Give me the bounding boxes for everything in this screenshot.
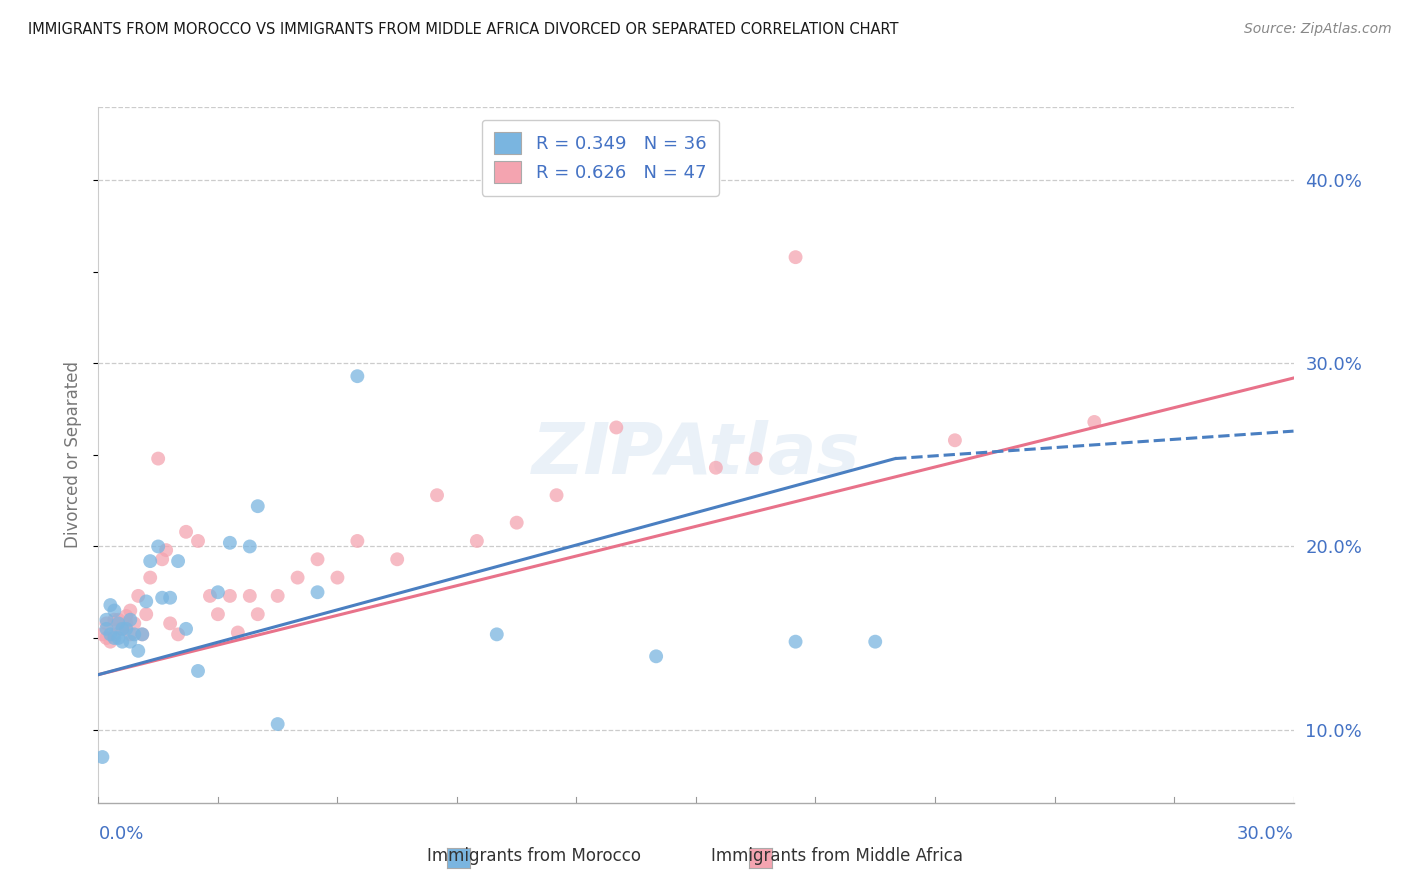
Point	[943, 434, 966, 448]
Point	[127, 644, 149, 658]
Point	[159, 616, 181, 631]
Point	[159, 591, 181, 605]
Point	[139, 554, 162, 568]
Point	[96, 622, 118, 636]
Point	[226, 625, 249, 640]
Point	[115, 622, 138, 636]
Point	[139, 571, 162, 585]
Text: IMMIGRANTS FROM MOROCCO VS IMMIGRANTS FROM MIDDLE AFRICA DIVORCED OR SEPARATED C: IMMIGRANTS FROM MOROCCO VS IMMIGRANTS FR…	[28, 22, 898, 37]
Point	[100, 598, 122, 612]
Legend: R = 0.349   N = 36, R = 0.626   N = 47: R = 0.349 N = 36, R = 0.626 N = 47	[482, 120, 718, 196]
Point	[645, 649, 668, 664]
Point	[115, 616, 138, 631]
Point	[120, 634, 142, 648]
Point	[267, 717, 290, 731]
Point	[115, 609, 138, 624]
Point	[267, 589, 290, 603]
Text: 30.0%: 30.0%	[1237, 825, 1294, 843]
Point	[307, 552, 329, 566]
Point	[307, 585, 329, 599]
Point	[107, 613, 129, 627]
Point	[135, 594, 157, 608]
Point	[107, 631, 129, 645]
Point	[1083, 415, 1105, 429]
Text: Immigrants from Middle Africa: Immigrants from Middle Africa	[710, 847, 963, 865]
Point	[155, 543, 177, 558]
Point	[107, 622, 129, 636]
Point	[91, 750, 114, 764]
Point	[187, 533, 209, 548]
Point	[100, 627, 122, 641]
Point	[150, 552, 173, 566]
Text: Source: ZipAtlas.com: Source: ZipAtlas.com	[1244, 22, 1392, 37]
Point	[346, 369, 368, 384]
Point	[131, 627, 153, 641]
Point	[465, 533, 488, 548]
Point	[506, 516, 529, 530]
Text: ZIPAtlas: ZIPAtlas	[531, 420, 860, 490]
Point	[167, 554, 190, 568]
Point	[198, 589, 221, 603]
Point	[605, 420, 627, 434]
Point	[239, 540, 262, 554]
Point	[120, 613, 142, 627]
Point	[131, 627, 153, 641]
Point	[174, 524, 197, 539]
Point	[124, 627, 146, 641]
Point	[107, 616, 129, 631]
Point	[135, 607, 157, 622]
Point	[287, 571, 309, 585]
Point	[103, 603, 125, 617]
Point	[785, 634, 807, 648]
Point	[111, 622, 134, 636]
Point	[219, 589, 242, 603]
Point	[207, 585, 229, 599]
Point	[785, 250, 807, 264]
Point	[103, 631, 125, 645]
Point	[103, 627, 125, 641]
Point	[111, 634, 134, 648]
Point	[546, 488, 568, 502]
Point	[91, 627, 114, 641]
Y-axis label: Divorced or Separated: Divorced or Separated	[65, 361, 83, 549]
Point	[485, 627, 508, 641]
Point	[326, 571, 349, 585]
Point	[863, 634, 887, 648]
Point	[111, 622, 134, 636]
Point	[346, 533, 368, 548]
Point	[100, 634, 122, 648]
Point	[704, 460, 727, 475]
Text: 0.0%: 0.0%	[98, 825, 143, 843]
Text: Immigrants from Morocco: Immigrants from Morocco	[427, 847, 641, 865]
Point	[127, 589, 149, 603]
Point	[239, 589, 262, 603]
Point	[246, 499, 269, 513]
Point	[96, 631, 118, 645]
Point	[148, 540, 170, 554]
Point	[96, 613, 118, 627]
Point	[103, 613, 125, 627]
Point	[246, 607, 269, 622]
Point	[96, 616, 118, 631]
Point	[187, 664, 209, 678]
Point	[124, 616, 146, 631]
Point	[150, 591, 173, 605]
Point	[219, 536, 242, 550]
Point	[207, 607, 229, 622]
Point	[385, 552, 409, 566]
Point	[120, 627, 142, 641]
Point	[120, 603, 142, 617]
Point	[426, 488, 449, 502]
Point	[167, 627, 190, 641]
Point	[148, 451, 170, 466]
Point	[174, 622, 197, 636]
Point	[745, 451, 768, 466]
